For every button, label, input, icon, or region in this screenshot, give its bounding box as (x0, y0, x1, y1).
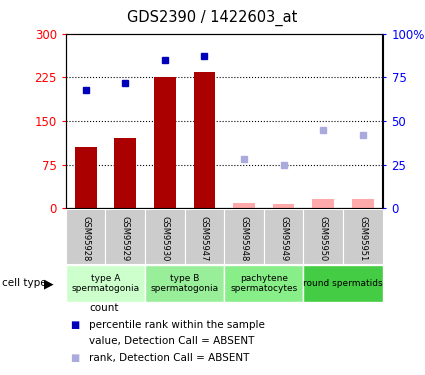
Bar (224, 265, 303, 302)
Text: GSM95949: GSM95949 (279, 216, 288, 261)
Bar (303, 209, 343, 264)
Bar (343, 209, 382, 264)
Bar (145, 209, 184, 264)
Text: cell type: cell type (2, 279, 47, 288)
Bar (193, 72, 215, 208)
Bar (66, 265, 145, 302)
Text: GSM95930: GSM95930 (160, 216, 169, 261)
Text: ▶: ▶ (44, 277, 54, 290)
Text: type A
spermatogonia: type A spermatogonia (71, 274, 139, 293)
Text: pachytene
spermatocytes: pachytene spermatocytes (230, 274, 298, 293)
Bar (224, 209, 264, 264)
Text: type B
spermatogonia: type B spermatogonia (150, 274, 219, 293)
Bar (105, 209, 145, 264)
Text: value, Detection Call = ABSENT: value, Detection Call = ABSENT (89, 336, 255, 346)
Text: ■: ■ (70, 353, 79, 363)
Text: GSM95950: GSM95950 (319, 216, 328, 261)
Text: ■: ■ (70, 320, 79, 330)
Text: rank, Detection Call = ABSENT: rank, Detection Call = ABSENT (89, 353, 249, 363)
Text: count: count (89, 303, 119, 313)
Text: round spermatids: round spermatids (303, 279, 383, 288)
Text: GSM95948: GSM95948 (239, 216, 249, 261)
Bar (75, 147, 96, 208)
Text: GSM95951: GSM95951 (358, 216, 367, 261)
Bar (184, 209, 224, 264)
Text: GSM95947: GSM95947 (200, 216, 209, 261)
Bar (312, 200, 334, 208)
Bar (352, 200, 374, 208)
Bar (264, 209, 303, 264)
Bar (233, 204, 255, 208)
Bar (114, 138, 136, 208)
Bar (273, 204, 295, 208)
Bar (145, 265, 224, 302)
Bar (66, 209, 105, 264)
Text: percentile rank within the sample: percentile rank within the sample (89, 320, 265, 330)
Bar (303, 265, 382, 302)
Bar (154, 77, 176, 208)
Text: GSM95928: GSM95928 (81, 216, 90, 261)
Text: GDS2390 / 1422603_at: GDS2390 / 1422603_at (128, 9, 298, 26)
Text: GSM95929: GSM95929 (121, 216, 130, 261)
